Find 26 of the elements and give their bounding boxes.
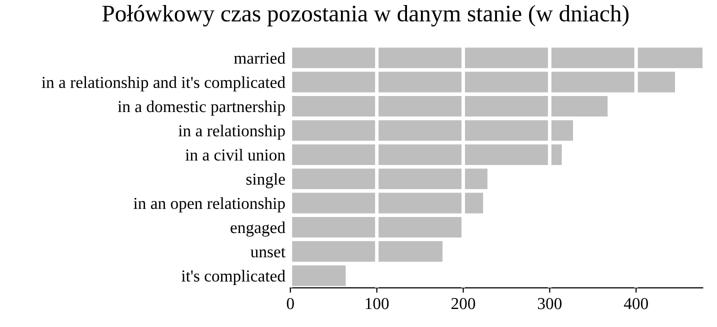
bar	[290, 120, 574, 141]
y-tick-label: it's complicated	[182, 270, 286, 285]
bar	[290, 241, 443, 262]
y-tick-label: in a domestic partnership	[118, 100, 285, 116]
bar	[290, 265, 346, 286]
bar	[290, 48, 703, 68]
x-tick-label: 200	[451, 298, 476, 310]
x-tick-label: 100	[366, 298, 389, 310]
y-tick-label: in a civil union	[185, 148, 286, 161]
x-tick-label: 400	[624, 298, 648, 310]
bar	[290, 72, 675, 92]
y-tick-label: engaged	[230, 221, 286, 237]
y-tick-label: unset	[250, 248, 286, 258]
x-tick-label: 0	[286, 298, 294, 310]
bar	[290, 192, 484, 214]
bar	[290, 144, 562, 165]
y-tick-label: in an open relationship	[134, 197, 285, 212]
y-tick-label: married	[234, 52, 286, 64]
y-tick-label: in a relationship	[178, 124, 285, 140]
y-tick-label: in a relationship and it's complicated	[42, 76, 286, 92]
bar	[290, 96, 608, 117]
bar	[290, 216, 462, 238]
bar	[290, 168, 488, 190]
x-tick-label: 300	[538, 298, 562, 310]
y-tick-label: single	[246, 173, 285, 188]
chart-title: Połówkowy czas pozostania w danym stanie (w dniach)	[102, 4, 629, 26]
